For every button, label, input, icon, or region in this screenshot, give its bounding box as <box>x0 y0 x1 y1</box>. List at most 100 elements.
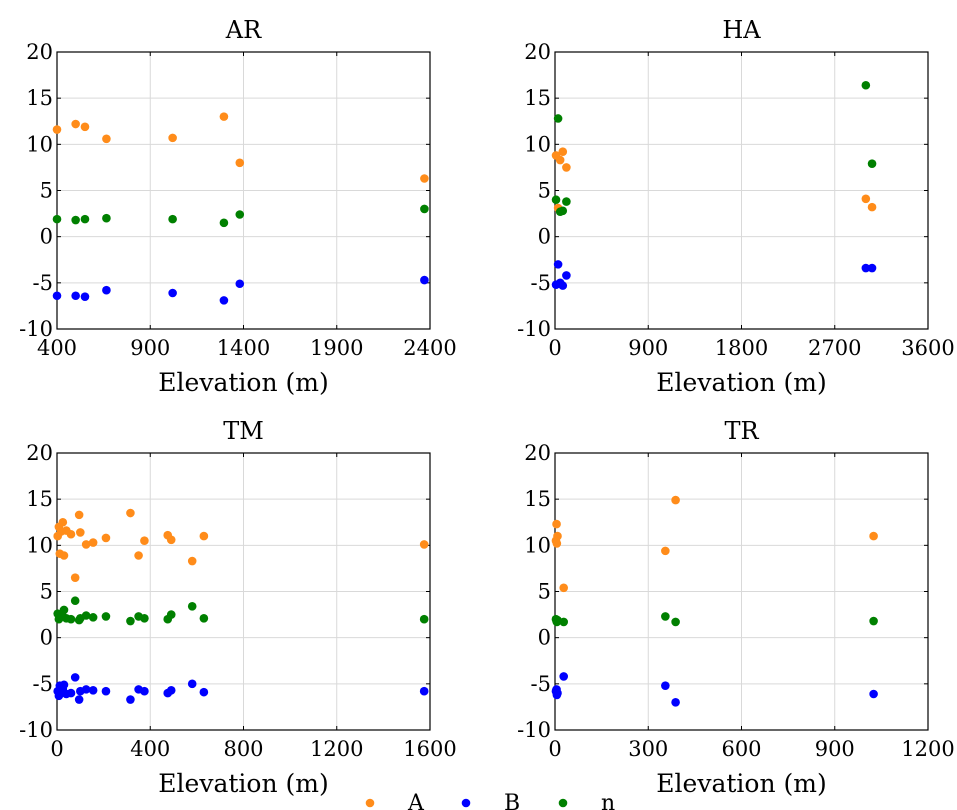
y-tick-label: 10 <box>26 132 53 156</box>
data-point-B <box>140 686 149 696</box>
series-A <box>551 147 877 213</box>
y-tick-label: 5 <box>538 580 551 604</box>
y-tick-label: 0 <box>40 626 53 650</box>
legend-label-A: A <box>407 791 425 810</box>
subplot-title: TR <box>724 417 759 445</box>
legend-label-B: B <box>504 791 520 810</box>
y-tick-label: 5 <box>538 179 551 203</box>
subplot-title: AR <box>225 16 262 44</box>
y-tick-label: 15 <box>524 487 551 511</box>
x-tick-label: 900 <box>815 737 855 761</box>
data-point-n <box>420 204 429 214</box>
data-point-n <box>101 612 111 621</box>
data-point-B <box>81 685 91 694</box>
data-point-n <box>869 616 878 626</box>
series-n <box>551 80 877 217</box>
data-point-A <box>80 122 90 132</box>
data-point-A <box>52 125 62 134</box>
data-point-B <box>553 260 563 269</box>
data-point-A <box>553 531 562 541</box>
data-point-n <box>551 195 561 205</box>
x-tick-label: 1900 <box>310 336 363 360</box>
data-point-n <box>140 613 149 623</box>
data-point-n <box>102 213 111 223</box>
data-point-B <box>553 688 562 698</box>
y-tick-label: 20 <box>524 40 551 64</box>
data-point-n <box>168 214 177 224</box>
x-tick-label: 800 <box>223 737 263 761</box>
data-point-A <box>199 531 209 541</box>
data-point-A <box>187 556 197 566</box>
y-tick-label: 10 <box>524 533 551 557</box>
subplot-title: HA <box>722 16 761 44</box>
y-tick-label: -10 <box>517 718 551 742</box>
data-point-B <box>869 689 878 699</box>
x-axis-label: Elevation (m) <box>158 368 328 397</box>
data-point-n <box>88 613 98 622</box>
legend-entry-n: n <box>558 791 615 810</box>
series-B <box>53 673 429 704</box>
data-point-B <box>562 271 571 280</box>
legend-marker-n <box>558 798 568 808</box>
x-tick-label: 1600 <box>403 737 456 761</box>
y-tick-label: -5 <box>531 672 551 696</box>
x-axis-label: Elevation (m) <box>656 368 826 397</box>
y-tick-label: -10 <box>19 718 53 742</box>
data-point-n <box>671 617 680 627</box>
legend-entry-B: B <box>461 791 520 810</box>
data-point-A <box>419 540 429 549</box>
y-tick-label: -5 <box>33 271 53 295</box>
x-tick-label: 2700 <box>808 336 861 360</box>
data-point-B <box>59 680 69 690</box>
subplot-ha: 0 900 1800 2700 3600 -10 -5 0 5 10 15 20 HA Elevation… <box>517 16 955 397</box>
data-point-n <box>661 612 670 621</box>
data-point-B <box>102 285 111 295</box>
data-point-B <box>219 296 229 305</box>
data-point-B <box>168 288 177 298</box>
data-point-A <box>420 174 429 183</box>
x-tick-label: 0 <box>548 737 561 761</box>
data-point-A <box>562 163 571 172</box>
x-tick-label: 400 <box>130 737 170 761</box>
data-point-B <box>558 281 568 290</box>
data-point-n <box>559 617 569 627</box>
data-point-A <box>71 119 80 129</box>
y-tick-label: 5 <box>40 580 53 604</box>
data-point-A <box>552 519 561 529</box>
data-point-n <box>419 614 429 624</box>
data-point-A <box>168 133 177 143</box>
y-tick-label: 15 <box>26 86 53 110</box>
series-B <box>551 672 878 707</box>
data-point-B <box>166 685 176 695</box>
y-tick-label: -10 <box>19 317 53 341</box>
data-point-A <box>59 551 69 560</box>
y-tick-label: 0 <box>538 225 551 249</box>
data-point-A <box>102 134 111 144</box>
data-point-B <box>559 672 569 681</box>
data-point-A <box>101 533 111 543</box>
x-tick-label: 1400 <box>217 336 270 360</box>
legend-entry-A: A <box>365 791 425 810</box>
data-point-A <box>869 531 878 541</box>
x-tick-label: 900 <box>130 336 170 360</box>
x-tick-label: 400 <box>37 336 77 360</box>
y-tick-label: -5 <box>33 672 53 696</box>
data-point-n <box>235 210 245 219</box>
legend-marker-A <box>365 798 375 808</box>
data-point-A <box>671 495 680 505</box>
data-point-n <box>861 80 871 90</box>
data-point-B <box>52 291 62 301</box>
x-tick-label: 0 <box>50 737 63 761</box>
y-tick-label: 0 <box>40 225 53 249</box>
y-tick-label: 20 <box>524 441 551 465</box>
data-point-n <box>71 215 80 225</box>
y-tick-label: 5 <box>40 179 53 203</box>
series-A <box>53 508 429 582</box>
data-point-n <box>80 214 90 224</box>
legend-marker-B <box>461 798 471 808</box>
data-point-A <box>66 529 76 539</box>
legend-label-n: n <box>601 791 615 810</box>
data-point-n <box>66 614 76 624</box>
subplot-tm: 0 400 800 1200 1600 -10 -5 0 5 10 15 20 TM Elevation … <box>19 417 457 798</box>
series-n <box>551 612 878 627</box>
